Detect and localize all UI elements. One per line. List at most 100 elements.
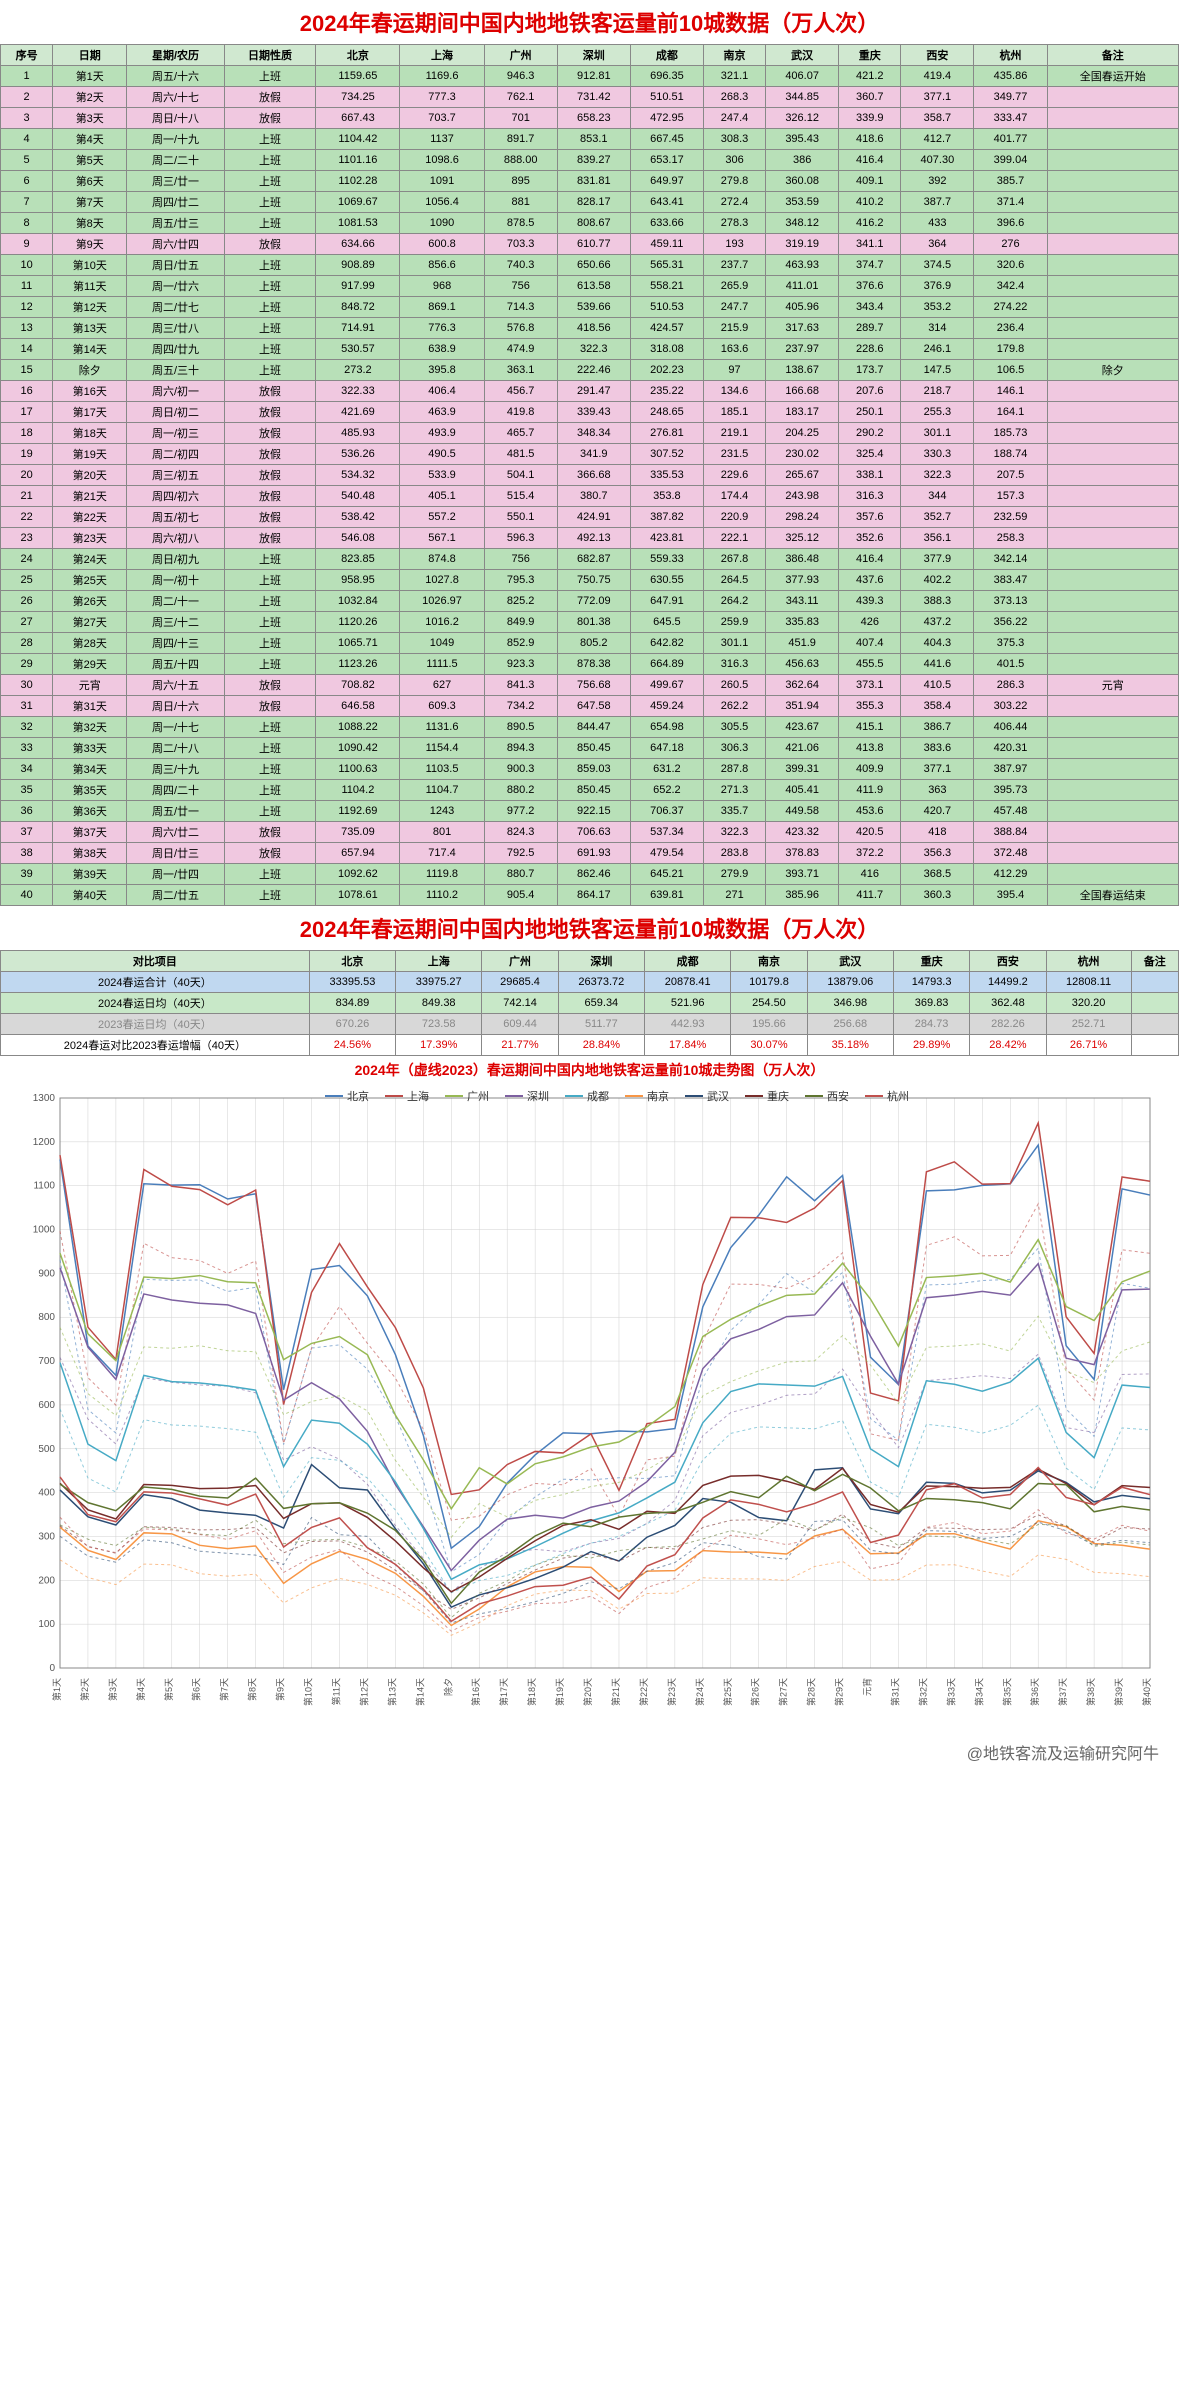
table-row: 15除夕周五/三十上班273.2395.8363.1222.46202.2397… <box>1 360 1179 381</box>
svg-text:上海: 上海 <box>407 1089 429 1103</box>
svg-text:第17天: 第17天 <box>498 1678 509 1706</box>
table-row: 30元宵周六/十五放假708.82627841.3756.68499.67260… <box>1 675 1179 696</box>
svg-text:第26天: 第26天 <box>749 1678 760 1706</box>
summary-row: 2024春运合计（40天）33395.5333975.2729685.42637… <box>1 972 1179 993</box>
table-row: 21第21天周四/初六放假540.48405.1515.4380.7353.81… <box>1 486 1179 507</box>
summary-row: 2024春运日均（40天）834.89849.38742.14659.34521… <box>1 993 1179 1014</box>
svg-text:100: 100 <box>38 1619 55 1630</box>
col-header: 重庆 <box>893 951 969 972</box>
svg-text:900: 900 <box>38 1268 55 1279</box>
svg-text:第18天: 第18天 <box>526 1678 537 1706</box>
col-header: 序号 <box>1 45 53 66</box>
table-row: 14第14天周四/廿九上班530.57638.9474.9322.3318.08… <box>1 339 1179 360</box>
table-row: 4第4天周一/十九上班1104.421137891.7853.1667.4530… <box>1 129 1179 150</box>
col-header: 南京 <box>703 45 765 66</box>
col-header: 成都 <box>645 951 731 972</box>
table-row: 20第20天周三/初五放假534.32533.9504.1366.68335.5… <box>1 465 1179 486</box>
trend-chart: 0100200300400500600700800900100011001200… <box>20 1088 1160 1728</box>
col-header: 北京 <box>309 951 395 972</box>
table-row: 27第27天周三/十二上班1120.261016.2849.9801.38645… <box>1 612 1179 633</box>
svg-text:1200: 1200 <box>32 1137 55 1148</box>
table-row: 22第22天周五/初七放假538.42557.2550.1424.91387.8… <box>1 507 1179 528</box>
table-row: 1第1天周五/十六上班1159.651169.6946.3912.81696.3… <box>1 66 1179 87</box>
svg-text:杭州: 杭州 <box>887 1089 909 1103</box>
col-header: 深圳 <box>558 951 644 972</box>
col-header: 西安 <box>970 951 1046 972</box>
table-row: 35第35天周四/二十上班1104.21104.7880.2850.45652.… <box>1 780 1179 801</box>
svg-text:第12天: 第12天 <box>358 1678 369 1706</box>
summary-row: 2024春运对比2023春运增幅（40天）24.56%17.39%21.77%2… <box>1 1035 1179 1056</box>
table-row: 13第13天周三/廿八上班714.91776.3576.8418.56424.5… <box>1 318 1179 339</box>
table-row: 38第38天周日/廿三放假657.94717.4792.5691.93479.5… <box>1 843 1179 864</box>
svg-text:重庆: 重庆 <box>767 1089 789 1103</box>
svg-text:第27天: 第27天 <box>777 1678 788 1706</box>
svg-text:第38天: 第38天 <box>1085 1678 1096 1706</box>
credit: @地铁客流及运输研究阿牛 <box>0 1732 1179 1772</box>
svg-text:第36天: 第36天 <box>1029 1678 1040 1706</box>
svg-text:第13天: 第13天 <box>386 1678 397 1706</box>
table-row: 28第28天周四/十三上班1065.711049852.9805.2642.82… <box>1 633 1179 654</box>
svg-text:第1天: 第1天 <box>51 1678 62 1701</box>
col-header: 杭州 <box>974 45 1047 66</box>
svg-text:500: 500 <box>38 1444 55 1455</box>
svg-text:西安: 西安 <box>827 1089 849 1103</box>
col-header: 星期/农历 <box>127 45 224 66</box>
svg-text:第11天: 第11天 <box>330 1678 341 1705</box>
svg-text:400: 400 <box>38 1488 55 1499</box>
table-row: 26第26天周二/十一上班1032.841026.97825.2772.0964… <box>1 591 1179 612</box>
table-row: 40第40天周二/廿五上班1078.611110.2905.4864.17639… <box>1 885 1179 906</box>
col-header: 北京 <box>316 45 400 66</box>
svg-text:第19天: 第19天 <box>554 1678 565 1706</box>
table-row: 10第10天周日/廿五上班908.89856.6740.3650.66565.3… <box>1 255 1179 276</box>
svg-text:元宵: 元宵 <box>861 1678 872 1696</box>
svg-text:第23天: 第23天 <box>665 1678 676 1706</box>
svg-text:深圳: 深圳 <box>527 1090 549 1103</box>
svg-text:200: 200 <box>38 1575 55 1586</box>
table-row: 11第11天周一/廿六上班917.99968756613.58558.21265… <box>1 276 1179 297</box>
svg-text:600: 600 <box>38 1400 55 1411</box>
svg-text:1000: 1000 <box>32 1225 55 1236</box>
col-header: 成都 <box>630 45 703 66</box>
col-header: 武汉 <box>766 45 839 66</box>
svg-text:300: 300 <box>38 1531 55 1542</box>
table-row: 18第18天周一/初三放假485.93493.9465.7348.34276.8… <box>1 423 1179 444</box>
svg-text:第29天: 第29天 <box>833 1678 844 1706</box>
table-row: 32第32天周一/十七上班1088.221131.6890.5844.47654… <box>1 717 1179 738</box>
svg-text:第7天: 第7天 <box>218 1678 229 1701</box>
svg-text:800: 800 <box>38 1312 55 1323</box>
svg-text:第3天: 第3天 <box>106 1678 117 1701</box>
svg-text:第32天: 第32天 <box>917 1678 928 1706</box>
col-header: 日期性质 <box>224 45 316 66</box>
svg-text:第16天: 第16天 <box>470 1678 481 1706</box>
svg-text:第33天: 第33天 <box>945 1678 956 1706</box>
col-header: 上海 <box>396 951 482 972</box>
svg-text:1300: 1300 <box>32 1093 55 1104</box>
col-header: 广州 <box>484 45 557 66</box>
table-row: 29第29天周五/十四上班1123.261111.5923.3878.38664… <box>1 654 1179 675</box>
col-header: 上海 <box>400 45 484 66</box>
table-row: 8第8天周五/廿三上班1081.531090878.5808.67633.662… <box>1 213 1179 234</box>
table-row: 16第16天周六/初一放假322.33406.4456.7291.47235.2… <box>1 381 1179 402</box>
table-row: 39第39天周一/廿四上班1092.621119.8880.7862.46645… <box>1 864 1179 885</box>
svg-text:广州: 广州 <box>467 1090 489 1103</box>
table-row: 24第24天周日/初九上班823.85874.8756682.87559.332… <box>1 549 1179 570</box>
svg-text:第5天: 第5天 <box>162 1678 173 1701</box>
col-header: 日期 <box>53 45 127 66</box>
col-header: 南京 <box>731 951 807 972</box>
daily-data-table: 序号日期星期/农历日期性质北京上海广州深圳成都南京武汉重庆西安杭州备注 1第1天… <box>0 44 1179 906</box>
svg-text:第28天: 第28天 <box>805 1678 816 1706</box>
table-row: 33第33天周二/十八上班1090.421154.4894.3850.45647… <box>1 738 1179 759</box>
table-row: 17第17天周日/初二放假421.69463.9419.8339.43248.6… <box>1 402 1179 423</box>
table-row: 12第12天周二/廿七上班848.72869.1714.3539.66510.5… <box>1 297 1179 318</box>
col-header: 对比项目 <box>1 951 310 972</box>
svg-text:成都: 成都 <box>587 1090 609 1103</box>
svg-text:第22天: 第22天 <box>637 1678 648 1706</box>
svg-text:第31天: 第31天 <box>889 1678 900 1706</box>
svg-text:第9天: 第9天 <box>274 1678 285 1701</box>
table-row: 3第3天周日/十八放假667.43703.7701658.23472.95247… <box>1 108 1179 129</box>
svg-text:北京: 北京 <box>347 1089 369 1103</box>
col-header: 西安 <box>901 45 974 66</box>
svg-text:700: 700 <box>38 1356 55 1367</box>
svg-text:第8天: 第8天 <box>246 1678 257 1701</box>
col-header: 重庆 <box>839 45 901 66</box>
